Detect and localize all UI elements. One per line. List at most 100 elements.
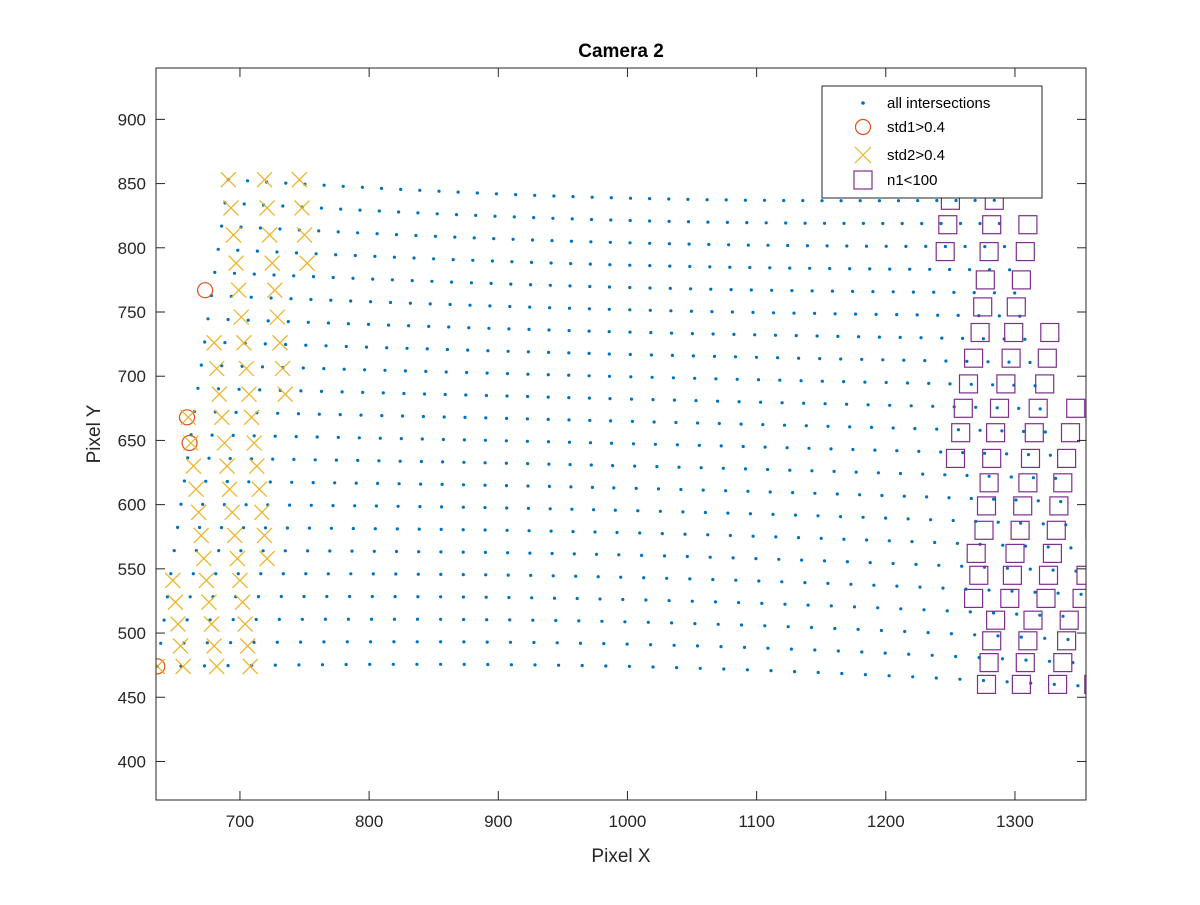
intersection-point — [399, 187, 403, 191]
intersection-point — [285, 526, 289, 530]
legend-label: std1>0.4 — [887, 119, 945, 136]
intersection-point — [771, 311, 776, 315]
intersection-point — [590, 485, 595, 489]
x-axis-label: Pixel X — [591, 846, 650, 867]
intersection-point — [228, 456, 232, 461]
intersection-point — [674, 420, 678, 425]
intersection-point — [935, 427, 939, 431]
intersection-point — [868, 267, 872, 271]
intersection-point — [447, 325, 451, 329]
intersection-point — [788, 266, 792, 270]
intersection-point — [417, 527, 421, 531]
intersection-point — [653, 442, 658, 446]
intersection-point — [306, 549, 310, 553]
intersection-point — [278, 227, 282, 231]
intersection-point — [369, 617, 374, 621]
intersection-point — [833, 626, 837, 631]
std2-x-marker — [185, 458, 202, 475]
std2-x-marker — [239, 637, 256, 654]
intersection-point — [440, 505, 444, 509]
std2-x-marker — [242, 658, 259, 675]
intersection-point — [607, 285, 612, 289]
intersection-point — [509, 282, 513, 286]
n1-square-marker — [1047, 674, 1068, 695]
n1-square-marker — [1005, 543, 1025, 564]
intersection-point — [920, 221, 924, 226]
y-tick-label: 550 — [118, 560, 146, 579]
intersection-point — [681, 510, 685, 514]
intersection-point — [340, 390, 344, 394]
intersection-point — [701, 488, 705, 492]
intersection-point — [906, 517, 910, 521]
intersection-point — [675, 666, 679, 670]
intersection-point — [329, 526, 333, 530]
intersection-point — [358, 208, 362, 212]
intersection-point — [778, 378, 782, 382]
intersection-point — [333, 481, 337, 485]
intersection-point — [721, 466, 725, 470]
intersection-point — [972, 291, 976, 295]
intersection-point — [737, 400, 741, 404]
intersection-point — [402, 391, 406, 396]
intersection-point — [388, 300, 393, 305]
intersection-point — [866, 403, 870, 407]
intersection-point — [392, 640, 396, 644]
intersection-point — [526, 462, 530, 466]
intersection-point — [231, 618, 235, 622]
intersection-point — [649, 331, 653, 335]
intersection-point — [628, 263, 632, 267]
intersection-point — [427, 324, 431, 328]
intersection-point — [300, 617, 304, 621]
intersection-point — [430, 279, 434, 283]
intersection-point — [968, 268, 972, 272]
intersection-point — [896, 199, 901, 203]
intersection-point — [346, 322, 350, 326]
n1-square-marker — [1036, 588, 1056, 609]
intersection-point — [836, 649, 840, 653]
intersection-point — [826, 424, 830, 428]
intersection-point — [236, 572, 240, 576]
y-tick-label: 900 — [118, 110, 146, 129]
y-tick-label: 500 — [118, 624, 146, 643]
intersection-point — [1052, 682, 1056, 687]
intersection-point — [439, 662, 443, 666]
intersection-point — [690, 332, 695, 336]
std2-x-marker — [228, 255, 245, 272]
intersection-point — [913, 427, 917, 431]
intersection-point — [633, 464, 637, 468]
intersection-point — [1059, 500, 1063, 504]
intersection-point — [350, 549, 354, 553]
intersection-point — [628, 285, 632, 290]
intersection-point — [317, 412, 321, 416]
intersection-point — [930, 653, 934, 657]
intersection-point — [845, 560, 850, 564]
n1-square-marker — [982, 215, 1002, 235]
intersection-point — [840, 671, 844, 676]
intersection-point — [965, 359, 969, 363]
intersection-point — [551, 216, 555, 220]
n1-square-marker — [1023, 610, 1043, 630]
intersection-point — [983, 451, 987, 455]
intersection-point — [662, 554, 667, 558]
intersection-point — [716, 399, 720, 403]
intersection-point — [571, 530, 575, 534]
intersection-point — [628, 308, 632, 312]
std2-x-marker — [164, 572, 181, 589]
data-points — [156, 171, 1086, 695]
intersection-point — [247, 480, 251, 484]
intersection-point — [393, 595, 397, 599]
intersection-point — [883, 651, 887, 655]
intersection-point — [377, 209, 381, 213]
intersection-point — [830, 289, 835, 293]
std2-x-marker — [238, 360, 255, 377]
intersection-point — [377, 459, 381, 463]
legend-box — [821, 85, 1043, 199]
intersection-point — [1023, 544, 1028, 548]
intersection-point — [587, 374, 591, 378]
intersection-point — [923, 359, 927, 363]
intersection-point — [483, 483, 487, 487]
intersection-point — [361, 390, 365, 394]
intersection-point — [554, 618, 558, 623]
intersection-point — [649, 353, 654, 357]
intersection-point — [801, 199, 805, 203]
